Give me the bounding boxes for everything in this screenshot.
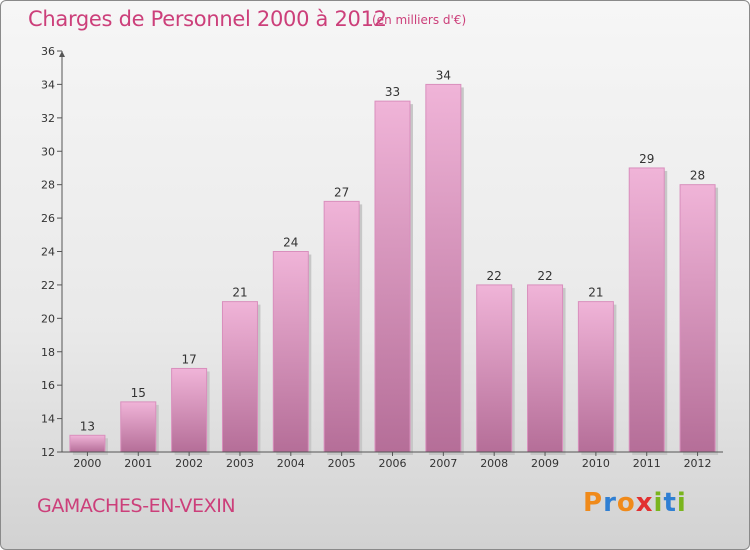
x-tick-label-2008: 2008: [480, 457, 508, 470]
data-label-2002: 17: [181, 352, 196, 366]
data-label-2010: 21: [588, 286, 603, 300]
data-label-2003: 21: [232, 286, 247, 300]
data-label-2004: 24: [283, 236, 298, 250]
data-label-2000: 13: [80, 419, 95, 433]
x-tick-label-2011: 2011: [633, 457, 661, 470]
x-tick-label-2009: 2009: [531, 457, 559, 470]
x-tick-label-2000: 2000: [73, 457, 101, 470]
y-tick-label-28: 28: [41, 179, 55, 192]
y-tick-label-16: 16: [41, 379, 55, 392]
bar-2011: [628, 167, 665, 453]
x-tick-label-2004: 2004: [277, 457, 305, 470]
y-axis-arrow: [59, 51, 65, 57]
bar-2012: [679, 184, 716, 453]
data-label-2012: 28: [690, 169, 705, 183]
bar-2002: [171, 367, 208, 453]
commune-name: GAMACHES-EN-VEXIN: [37, 495, 236, 517]
y-tick-label-14: 14: [41, 413, 55, 426]
bar-2001: [120, 401, 157, 453]
y-tick-label-36: 36: [41, 45, 55, 58]
bar-2009: [527, 284, 564, 453]
x-tick-label-2003: 2003: [226, 457, 254, 470]
y-tick-label-24: 24: [41, 246, 55, 259]
y-tick-label-34: 34: [41, 78, 55, 91]
logo-letter: x: [635, 488, 654, 518]
bar-2004: [272, 251, 309, 453]
proxiti-logo: Proxiti: [583, 488, 687, 518]
y-tick-label-18: 18: [41, 346, 55, 359]
chart-subtitle: (en milliers d'€): [372, 13, 467, 27]
logo-letter: i: [653, 488, 664, 518]
data-label-2006: 33: [385, 85, 400, 99]
x-tick-label-2006: 2006: [379, 457, 407, 470]
bar-2005: [323, 200, 360, 453]
x-tick-label-2001: 2001: [124, 457, 152, 470]
data-label-2001: 15: [131, 386, 146, 400]
x-tick-label-2010: 2010: [582, 457, 610, 470]
bars-group: 13 15 17 21 24 27 33 34 22 22 21 29 28: [69, 68, 719, 456]
x-tick-label-2007: 2007: [429, 457, 457, 470]
y-tick-label-26: 26: [41, 212, 55, 225]
bar-2007: [425, 83, 462, 453]
bar-2003: [221, 301, 258, 453]
y-tick-label-12: 12: [41, 446, 55, 459]
logo-letter: P: [583, 488, 604, 518]
y-tick-label-22: 22: [41, 279, 55, 292]
x-tick-label-2005: 2005: [328, 457, 356, 470]
logo-letter: t: [663, 488, 677, 518]
data-label-2007: 34: [436, 68, 451, 82]
x-tick-label-2002: 2002: [175, 457, 203, 470]
bar-2006: [374, 100, 411, 453]
bar-2008: [476, 284, 513, 453]
bar-2000: [69, 434, 106, 453]
logo-letter: o: [616, 488, 636, 518]
data-label-2011: 29: [639, 152, 654, 166]
data-label-2005: 27: [334, 185, 349, 199]
logo-letter: i: [676, 488, 687, 518]
data-label-2008: 22: [487, 269, 502, 283]
y-tick-label-32: 32: [41, 112, 55, 125]
logo-letter: r: [603, 488, 617, 518]
bar-2010: [577, 301, 614, 453]
x-tick-label-2012: 2012: [684, 457, 712, 470]
chart-title: Charges de Personnel 2000 à 2012: [28, 7, 387, 31]
data-label-2009: 22: [537, 269, 552, 283]
y-tick-label-30: 30: [41, 145, 55, 158]
y-tick-label-20: 20: [41, 312, 55, 325]
axes-group: 2000 2001 2002 2003 2004 2005 2006 2007 2008 2009…: [41, 45, 723, 470]
